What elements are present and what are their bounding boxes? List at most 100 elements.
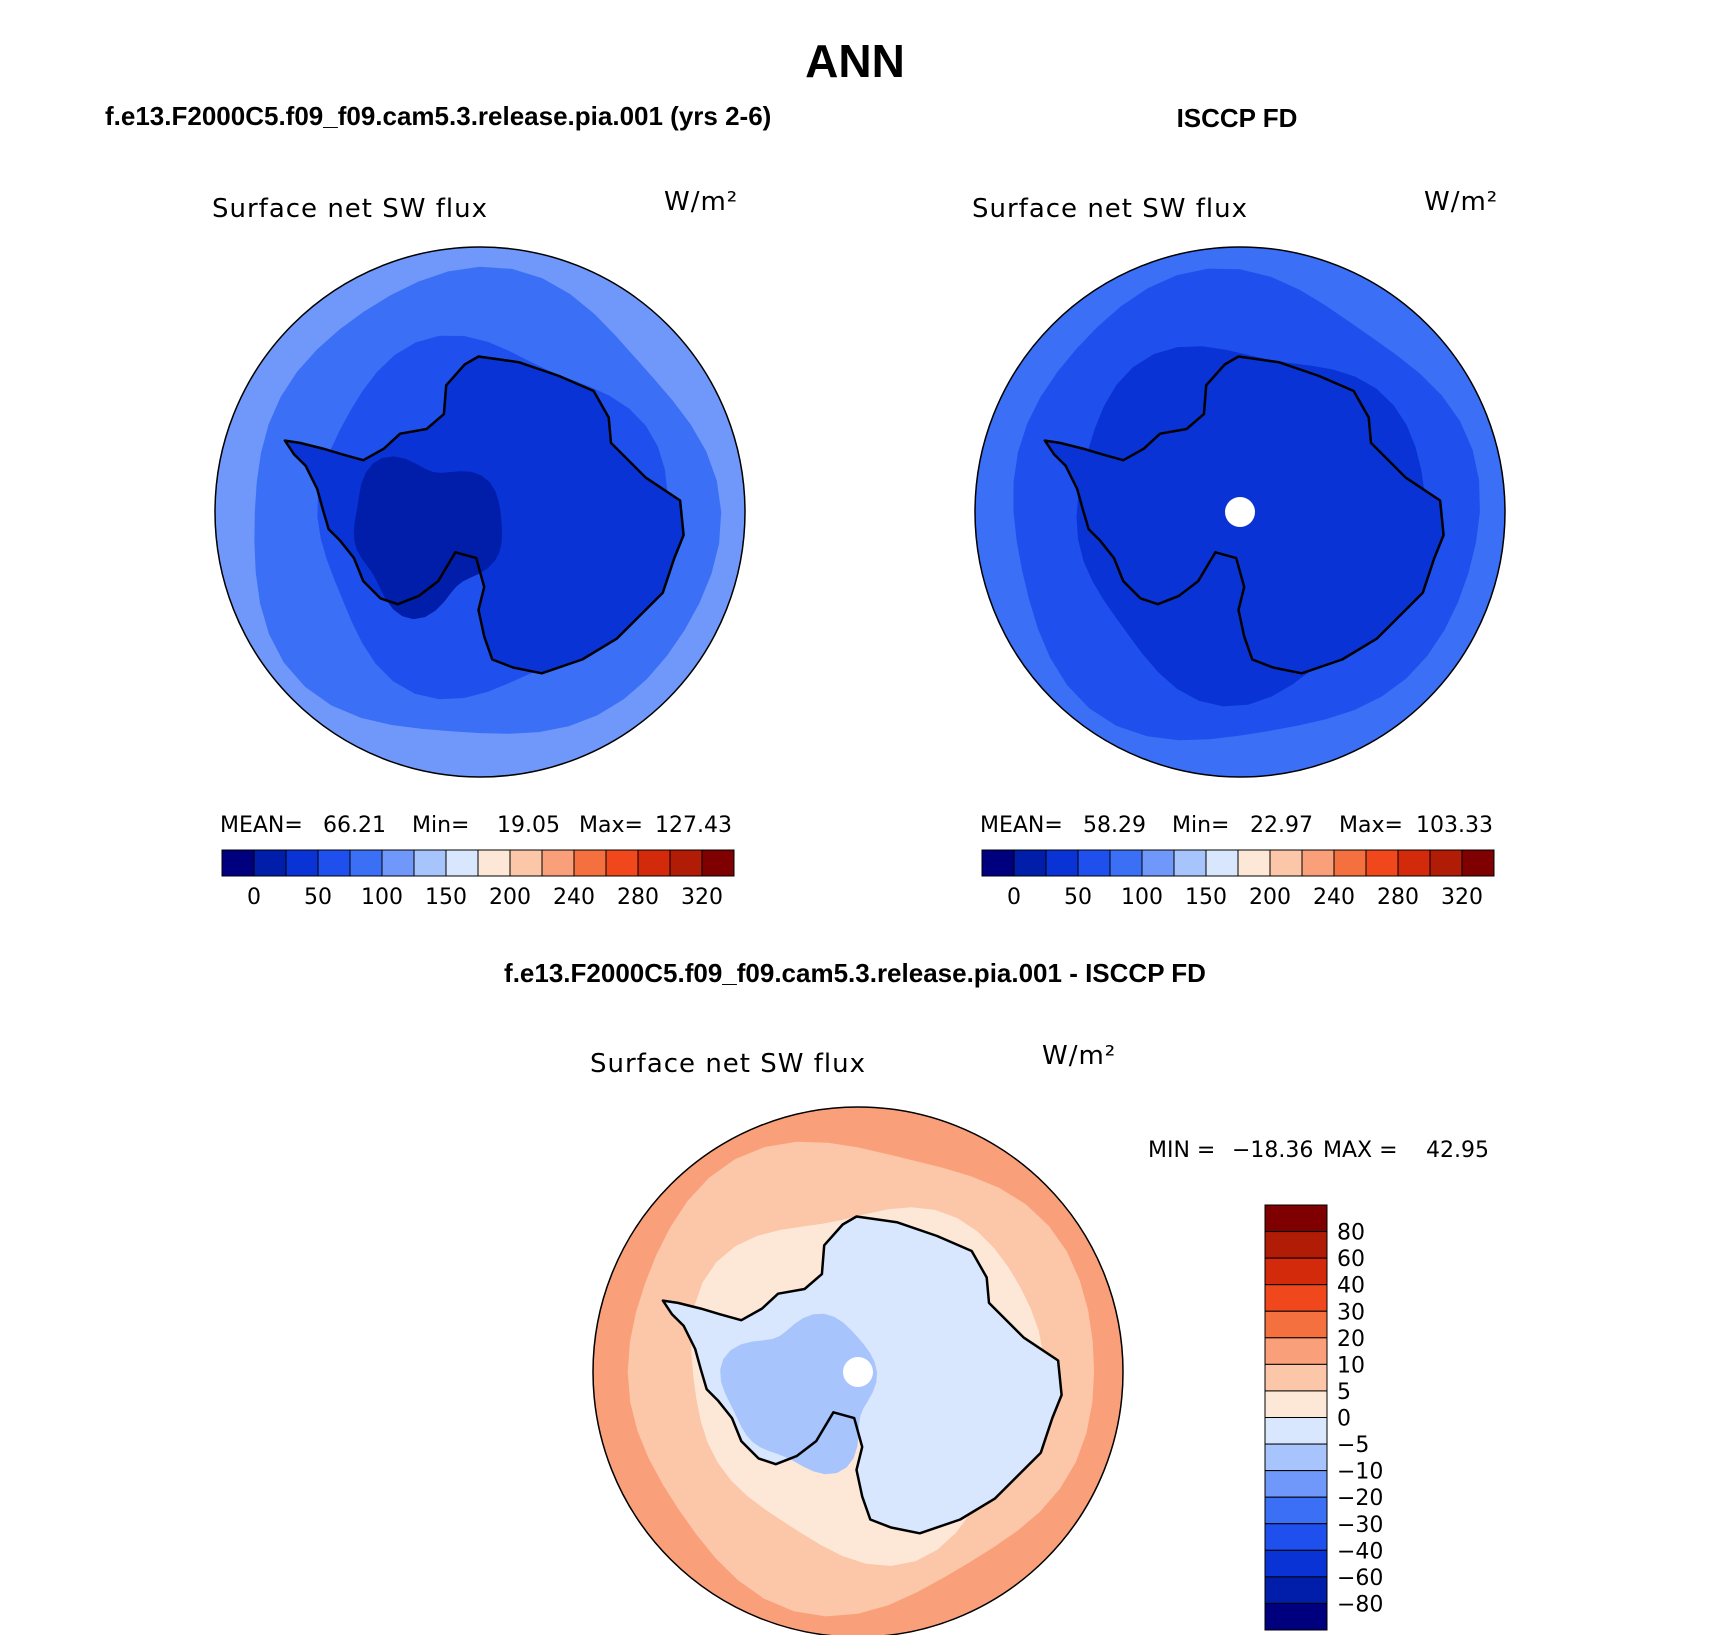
panel-diff-field-label: Surface net SW flux	[590, 1049, 866, 1079]
obs-colorbar-box	[1141, 849, 1175, 877]
obs-colorbar-tick-label: 240	[1313, 885, 1355, 910]
panel-obs-colorbar: 0 50 100 150 200 240 280 320	[981, 849, 1495, 910]
model-colorbar-box	[605, 849, 639, 877]
diff-colorbar-box	[1264, 1284, 1328, 1312]
panel-model-field-label: Surface net SW flux	[212, 194, 488, 224]
model-colorbar-box	[509, 849, 543, 877]
obs-colorbar-tick-label: 50	[1064, 885, 1092, 910]
model-colorbar-box	[381, 849, 415, 877]
model-colorbar-box	[253, 849, 287, 877]
diff-colorbar-box	[1264, 1337, 1328, 1365]
model-colorbar-box	[573, 849, 607, 877]
diff-colorbar-tick-label: 0	[1337, 1407, 1351, 1432]
obs-pole-hole	[1225, 497, 1255, 527]
obs-colorbar-box	[1397, 849, 1431, 877]
model-colorbar-tick-label: 320	[681, 885, 723, 910]
diff-colorbar-box	[1264, 1523, 1328, 1551]
obs-colorbar-box	[1173, 849, 1207, 877]
diff-colorbar-box	[1264, 1417, 1328, 1445]
diff-map-border	[592, 1106, 1124, 1635]
obs-map-border	[974, 246, 1506, 778]
model-colorbar-tick-label: 240	[553, 885, 595, 910]
obs-colorbar-box	[1045, 849, 1079, 877]
model-colorbar-tick-label: 200	[489, 885, 531, 910]
diff-colorbar-box	[1264, 1443, 1328, 1472]
panel-diff-max-label: MAX =	[1323, 1138, 1398, 1163]
panel-model-colorbar: 0 50 100 150 200 240 280 320	[221, 849, 735, 910]
diff-pole-hole	[843, 1357, 873, 1387]
obs-colorbar-box	[1365, 849, 1399, 877]
diff-colorbar-tick-label: 10	[1337, 1353, 1365, 1378]
obs-colorbar-box	[1461, 849, 1495, 877]
obs-colorbar-box	[1429, 849, 1463, 877]
model-colorbar-box	[541, 849, 575, 877]
diff-colorbar-tick-label: 60	[1337, 1247, 1365, 1272]
obs-colorbar-tick-label: 280	[1377, 885, 1419, 910]
diff-colorbar-box	[1264, 1204, 1328, 1233]
panel-obs-max-label: Max=	[1339, 813, 1403, 838]
panel-diff-max-value: 42.95	[1426, 1138, 1489, 1163]
panel-obs-header: ISCCP FD	[1177, 103, 1298, 133]
panel-model-mean-value: 66.21	[323, 813, 386, 838]
diff-colorbar-tick-label: −10	[1337, 1460, 1383, 1485]
model-colorbar-box	[477, 849, 511, 877]
model-colorbar-box	[285, 849, 319, 877]
obs-colorbar-box	[1237, 849, 1271, 877]
diff-colorbar-tick-label: −5	[1337, 1433, 1369, 1458]
diff-colorbar-box	[1264, 1257, 1328, 1286]
obs-colorbar-box	[1109, 849, 1143, 877]
model-zone-interior	[353, 456, 503, 620]
model-map-border	[214, 246, 746, 778]
obs-colorbar-tick-label: 320	[1441, 885, 1483, 910]
obs-colorbar-box	[1269, 849, 1303, 877]
model-colorbar-box	[701, 849, 735, 877]
diff-colorbar-box	[1264, 1576, 1328, 1604]
model-colorbar-box	[317, 849, 351, 877]
panel-obs-mean-label: MEAN=	[980, 813, 1063, 838]
obs-colorbar-tick-label: 100	[1121, 885, 1163, 910]
panel-diff-min-label: MIN =	[1148, 1138, 1215, 1163]
panel-obs-min-label: Min=	[1172, 813, 1229, 838]
model-colorbar-box	[413, 849, 447, 877]
panel-model: f.e13.F2000C5.f09_f09.cam5.3.release.pia…	[105, 101, 771, 910]
diff-colorbar-tick-label: −60	[1337, 1566, 1383, 1591]
diff-colorbar-tick-label: 40	[1337, 1274, 1365, 1299]
obs-coastline	[1043, 355, 1445, 675]
diff-colorbar-box	[1264, 1602, 1328, 1631]
diff-colorbar-tick-label: 5	[1337, 1380, 1351, 1405]
model-colorbar-box	[221, 849, 255, 877]
panel-diff-map	[592, 1106, 1124, 1635]
panel-model-map	[214, 246, 746, 778]
panel-model-min-label: Min=	[412, 813, 469, 838]
panel-model-mean-label: MEAN=	[220, 813, 303, 838]
panel-obs-min-value: 22.97	[1250, 813, 1313, 838]
diff-colorbar-tick-label: 20	[1337, 1327, 1365, 1352]
panel-obs-field-label: Surface net SW flux	[972, 194, 1248, 224]
diff-colorbar-box	[1264, 1363, 1328, 1392]
diff-colorbar-box	[1264, 1470, 1328, 1498]
diff-coastline	[661, 1215, 1063, 1535]
figure-title: ANN	[805, 35, 905, 87]
diff-colorbar-tick-label: −80	[1337, 1592, 1383, 1617]
diff-colorbar-tick-label: 80	[1337, 1221, 1365, 1246]
diff-colorbar-box	[1264, 1549, 1328, 1578]
model-colorbar-tick-label: 150	[425, 885, 467, 910]
obs-colorbar-box	[981, 849, 1015, 877]
panel-model-min-value: 19.05	[497, 813, 560, 838]
obs-colorbar-box	[1013, 849, 1047, 877]
diff-colorbar-box	[1264, 1231, 1328, 1259]
model-coastline	[283, 355, 685, 675]
obs-colorbar-tick-label: 150	[1185, 885, 1227, 910]
model-colorbar-tick-label: 280	[617, 885, 659, 910]
panel-diff-units: W/m²	[1042, 1041, 1116, 1071]
panel-obs-max-value: 103.33	[1416, 813, 1493, 838]
diff-colorbar-tick-label: −40	[1337, 1539, 1383, 1564]
obs-colorbar-tick-label: 0	[1007, 885, 1021, 910]
model-colorbar-box	[637, 849, 671, 877]
panel-obs-map	[974, 246, 1506, 778]
panel-model-max-label: Max=	[579, 813, 643, 838]
panel-obs: ISCCP FD Surface net SW flux W/m² MEAN= …	[972, 103, 1506, 910]
diff-colorbar-box	[1264, 1310, 1328, 1339]
